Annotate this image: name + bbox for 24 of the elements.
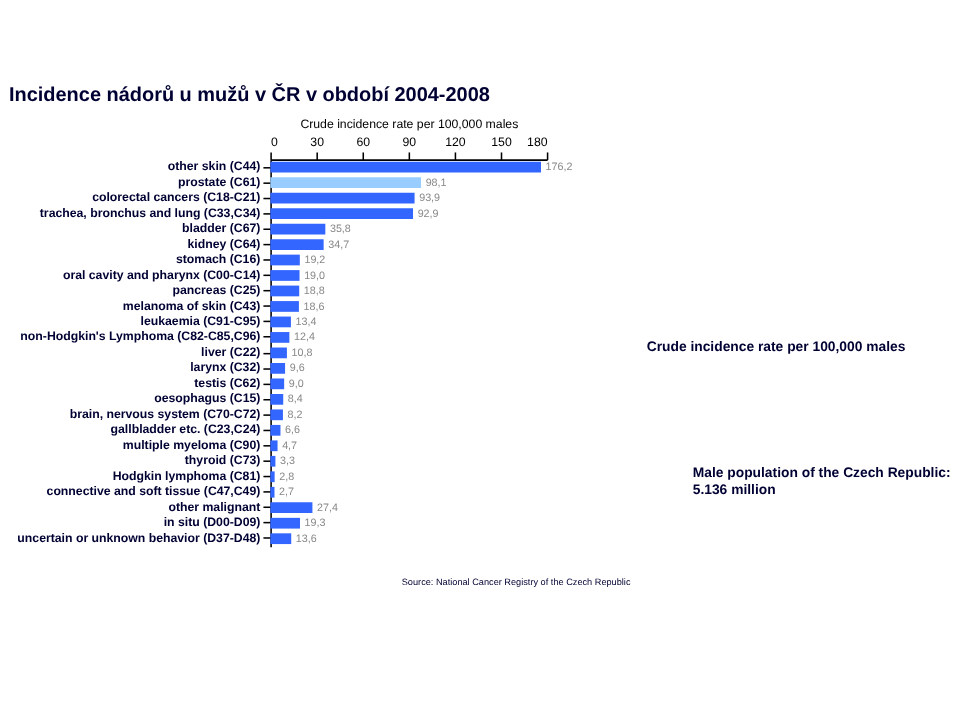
bar (270, 424, 281, 436)
bar (270, 192, 415, 204)
bar (270, 393, 284, 405)
bar (270, 270, 300, 281)
bar (270, 363, 286, 374)
bar (270, 316, 291, 328)
bar (270, 533, 292, 545)
bar (270, 332, 290, 343)
bar (270, 347, 287, 359)
bar (270, 440, 278, 452)
bar (270, 254, 300, 266)
bar (270, 517, 300, 529)
bar (270, 285, 300, 297)
bar (270, 208, 414, 219)
bar (270, 378, 285, 390)
chart-title: Incidence nádorů u mužů v ČR v období 2004-2008 (9, 82, 491, 107)
bar (270, 301, 299, 312)
bar (270, 223, 326, 235)
bar (270, 502, 313, 514)
bar (270, 177, 422, 188)
bar (270, 409, 283, 421)
bar (270, 161, 541, 173)
bar (270, 239, 324, 250)
bar (270, 455, 276, 467)
